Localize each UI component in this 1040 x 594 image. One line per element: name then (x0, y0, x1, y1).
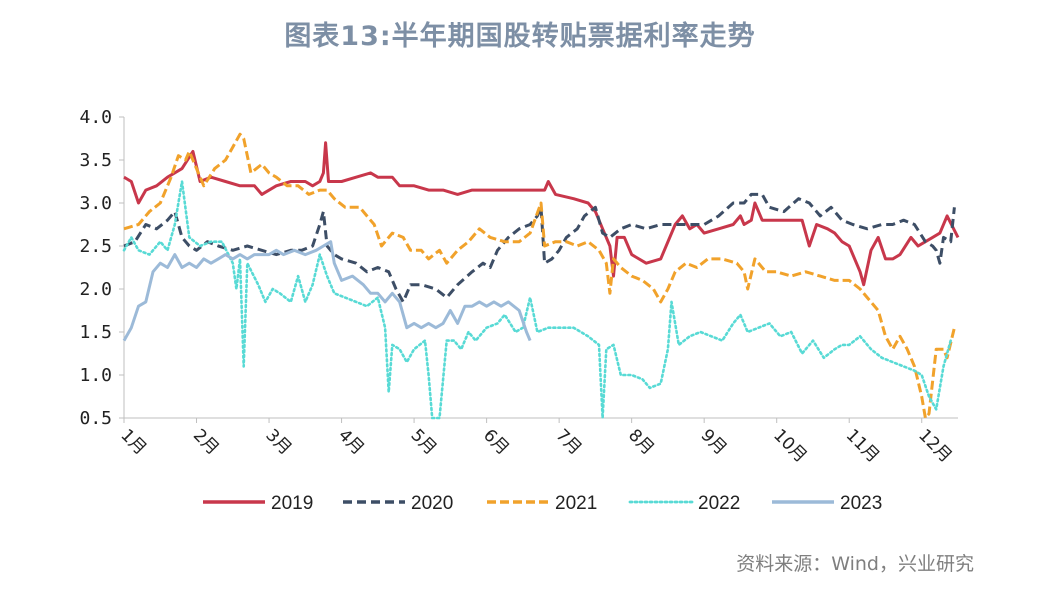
y-tick-label: 0.5 (79, 408, 112, 429)
source-note: 资料来源：Wind，兴业研究 (736, 553, 974, 575)
x-tick-label: 1月 (116, 425, 150, 459)
x-tick-label: 8月 (624, 425, 658, 459)
series-line-2023 (122, 240, 532, 342)
y-tick-label: 1.5 (79, 322, 112, 343)
legend-label-2021: 2021 (555, 493, 597, 514)
chart-axes: 4.0 3.5 3.0 2.5 2.0 1.5 1.0 0.51月 2月 3月 4月 5月 6月 7月 8月… (79, 107, 958, 467)
y-tick-label: 2.0 (79, 279, 112, 300)
x-tick-label: 3月 (262, 425, 296, 459)
legend-label-2020: 2020 (411, 493, 453, 514)
y-tick-label: 3.5 (79, 150, 112, 171)
y-tick-label: 2.5 (79, 236, 112, 257)
x-tick-label: 12月 (914, 425, 955, 466)
x-tick-label: 6月 (479, 425, 513, 459)
legend-label-2023: 2023 (840, 493, 882, 514)
x-tick-label: 4月 (334, 425, 368, 459)
x-tick-label: 5月 (407, 425, 441, 459)
y-tick-label: 4.0 (79, 107, 112, 128)
x-tick-label: 11月 (842, 425, 883, 466)
series-line-2022 (122, 180, 952, 420)
legend-label-2022: 2022 (698, 493, 740, 514)
chart-series (122, 132, 960, 420)
chart-legend: 2019 2020 2021 2022 2023 (203, 493, 882, 514)
series-line-2021 (123, 132, 956, 420)
x-tick-label: 7月 (552, 425, 586, 459)
y-tick-label: 1.0 (79, 365, 112, 386)
x-tick-label: 2月 (189, 425, 223, 459)
x-tick-label: 10月 (769, 425, 810, 466)
chart-title: 图表13:半年期国股转贴票据利率走势 (284, 21, 756, 52)
y-tick-label: 3.0 (79, 193, 112, 214)
legend-label-2019: 2019 (271, 493, 313, 514)
x-tick-label: 9月 (697, 425, 731, 459)
